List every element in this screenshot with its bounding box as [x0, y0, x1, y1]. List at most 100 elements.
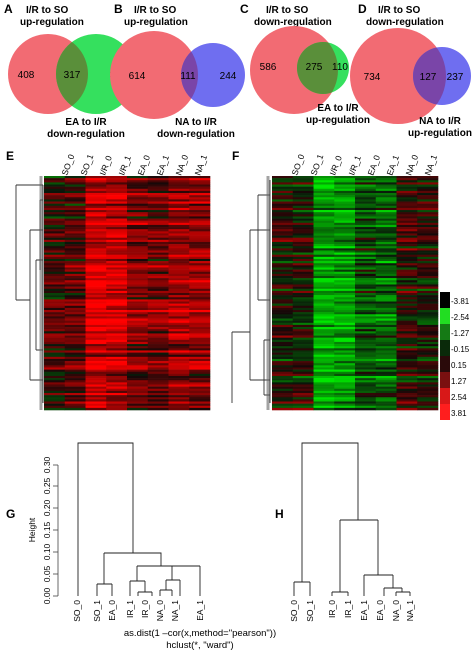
heatmap-cell	[168, 346, 190, 349]
heatmap-cell	[85, 310, 107, 313]
heatmap-cell	[355, 195, 377, 198]
heatmap-cell	[168, 176, 190, 179]
heatmap-cell	[334, 193, 356, 196]
heatmap-cell	[147, 403, 169, 407]
heatmap-cell	[334, 246, 356, 249]
heatmap-cell	[189, 327, 211, 330]
heatmap-cell	[106, 210, 128, 213]
heatmap-cell	[355, 269, 377, 273]
heatmap-cell	[334, 190, 356, 194]
heatmap-cell	[44, 390, 66, 394]
heatmap-cell	[272, 184, 294, 187]
heatmap-cell	[168, 407, 190, 411]
heatmap-cell	[189, 265, 211, 268]
heatmap-cell	[396, 286, 418, 290]
heatmap-cell	[147, 363, 169, 366]
heatmap-cell	[189, 352, 211, 355]
heatmap-cell	[313, 312, 335, 315]
heatmap-cell	[106, 176, 128, 179]
heatmap-cell	[147, 203, 169, 207]
heatmap-cell	[168, 235, 190, 238]
heatmap-cell	[355, 386, 377, 390]
heatmap-cell	[85, 222, 107, 226]
heatmap-cell	[313, 327, 335, 330]
heatmap-cell	[292, 222, 314, 226]
heatmap-cell	[313, 339, 335, 343]
heatmap-cell	[189, 407, 211, 411]
y-tick-label: 0.25	[42, 477, 52, 494]
venn-b-left-count: 614	[129, 71, 146, 82]
heatmap-cell	[355, 307, 377, 311]
heatmap-cell	[64, 344, 86, 347]
heatmap-cell	[64, 348, 86, 351]
venn-c-overlap-count: 275	[306, 62, 323, 73]
panel-letter-f: F	[232, 149, 239, 163]
heatmap-cell	[355, 403, 377, 407]
heatmap-cell	[334, 335, 356, 338]
heatmap-cell	[313, 195, 335, 198]
heatmap-cell	[127, 337, 149, 341]
heatmap-cell	[147, 267, 169, 270]
heatmap-cell	[313, 303, 335, 307]
heatmap-cell	[85, 397, 107, 400]
heatmap-cell	[189, 337, 211, 341]
heatmap-cell	[375, 195, 397, 198]
heatmap-cell	[168, 290, 190, 294]
heatmap-cell	[334, 386, 356, 390]
heatmap-cell	[147, 367, 169, 370]
heatmap-cell	[85, 382, 107, 385]
heatmap-cell	[396, 331, 418, 334]
heatmap-cell	[355, 295, 377, 298]
heatmap-cell	[313, 252, 335, 256]
heatmap-cell	[375, 363, 397, 366]
heatmap-cell	[334, 282, 356, 285]
heatmap-cell	[189, 207, 211, 211]
heatmap-cell	[272, 295, 294, 298]
venn-c-bottom-label-line2: up-regulation	[306, 115, 370, 126]
heatmap-cell	[375, 176, 397, 179]
heatmap-cell	[106, 216, 128, 219]
heatmap-cell	[396, 305, 418, 309]
heatmap-cell	[396, 382, 418, 385]
heatmap-cell	[417, 229, 439, 232]
heatmap-cell	[292, 278, 314, 281]
heatmap-cell	[396, 207, 418, 211]
heatmap-cell	[355, 250, 377, 253]
heatmap-cell	[127, 271, 149, 275]
heatmap-cell	[106, 380, 128, 383]
heatmap-cell	[375, 312, 397, 315]
heatmap-cell	[106, 399, 128, 402]
heatmap-cell	[292, 361, 314, 364]
heatmap-cell	[85, 378, 107, 381]
heatmap-cell	[396, 203, 418, 207]
heatmap-cell	[272, 407, 294, 411]
heatmap-cell	[417, 265, 439, 268]
heatmap-cell	[272, 203, 294, 207]
heatmap-cell	[44, 384, 66, 387]
heatmap-cell	[168, 305, 190, 309]
heatmap-cell	[189, 363, 211, 366]
heatmap-cell	[44, 222, 66, 226]
heatmap-cell	[417, 401, 439, 404]
heatmap-cell	[355, 261, 377, 264]
heatmap-cell	[189, 365, 211, 368]
heatmap-cell	[44, 244, 66, 247]
heatmap-cell	[334, 363, 356, 366]
heatmap-cell	[85, 218, 107, 221]
heatmap-cell	[44, 190, 66, 194]
heatmap-cell	[396, 201, 418, 204]
scale-tick-label: 3.81	[451, 409, 467, 418]
heatmap-cell	[355, 348, 377, 351]
heatmap-cell	[375, 316, 397, 319]
heatmap-cell	[396, 397, 418, 400]
heatmap-cell	[147, 224, 169, 228]
heatmap-cell	[396, 273, 418, 277]
heatmap-cell	[85, 190, 107, 194]
heatmap-cell	[44, 229, 66, 232]
leaf-label: IR_0	[327, 600, 337, 618]
heatmap-cell	[44, 312, 66, 315]
heatmap-cell	[417, 290, 439, 294]
heatmap-cell	[189, 250, 211, 253]
heatmap-cell	[375, 267, 397, 270]
heatmap-cell	[272, 341, 294, 345]
